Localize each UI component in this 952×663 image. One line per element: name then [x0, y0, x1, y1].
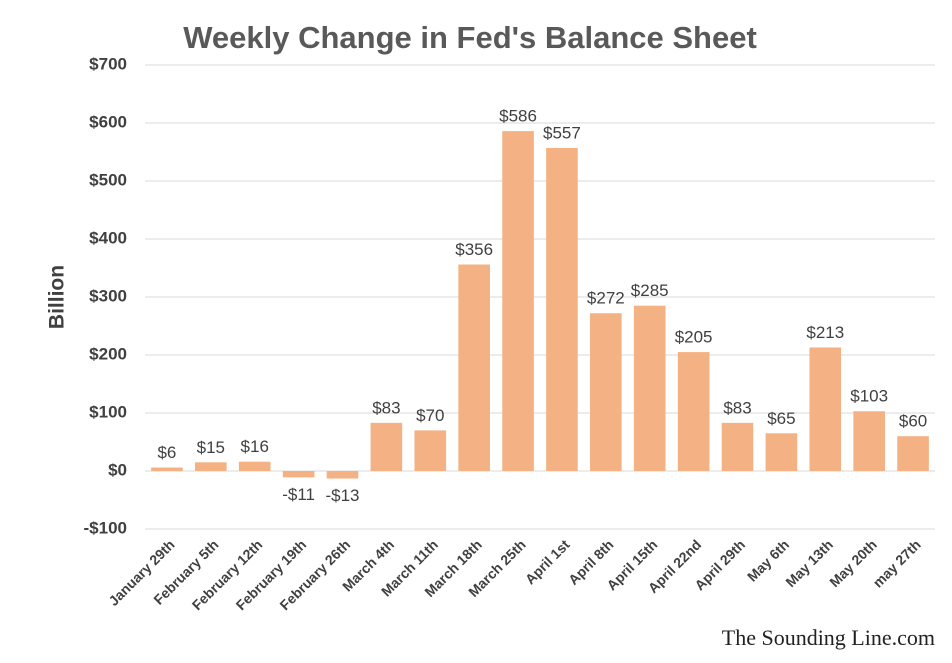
data-label: $213 [806, 323, 844, 342]
y-tick-label: $100 [89, 402, 127, 421]
data-label: -$11 [282, 485, 315, 504]
bar [590, 313, 622, 471]
data-label: $70 [416, 406, 444, 425]
y-tick-label: $600 [89, 112, 127, 131]
data-label: $103 [850, 387, 888, 406]
data-label: $356 [455, 240, 493, 259]
chart-title: Weekly Change in Fed's Balance Sheet [183, 20, 757, 55]
bar [633, 305, 666, 471]
bar [151, 467, 183, 471]
bar [195, 462, 227, 471]
bar [809, 347, 842, 471]
y-tick-label: $0 [108, 460, 127, 479]
data-label: $6 [157, 443, 176, 462]
data-label: $285 [631, 281, 669, 300]
data-label: $16 [241, 437, 269, 456]
bar [414, 430, 447, 471]
bar [238, 461, 271, 471]
y-tick-label: $500 [89, 170, 127, 189]
data-label: $83 [372, 398, 400, 417]
data-label: $15 [197, 438, 225, 457]
y-tick-label: -$100 [84, 518, 127, 537]
bar [677, 352, 710, 471]
data-label: $586 [499, 107, 537, 126]
bar [765, 433, 798, 471]
bar [502, 131, 534, 471]
bar [721, 422, 754, 471]
bar [370, 422, 403, 471]
y-tick-label: $200 [89, 344, 127, 363]
data-label: $205 [675, 328, 713, 347]
y-tick-label: $300 [89, 286, 127, 305]
data-label: $557 [543, 123, 581, 142]
bar [897, 436, 929, 471]
bar [326, 471, 359, 479]
bar [282, 471, 315, 478]
bar [853, 411, 885, 471]
y-axis-label: Billion [46, 265, 69, 329]
data-label: $60 [899, 412, 927, 431]
watermark: The Sounding Line.com [722, 625, 935, 650]
data-label: $65 [767, 409, 795, 428]
bar [546, 147, 578, 471]
y-tick-label: $700 [89, 54, 127, 73]
data-label: -$13 [325, 486, 359, 505]
data-label: $83 [723, 398, 751, 417]
bar [458, 264, 490, 471]
y-tick-label: $400 [89, 228, 127, 247]
data-label: $272 [587, 289, 625, 308]
